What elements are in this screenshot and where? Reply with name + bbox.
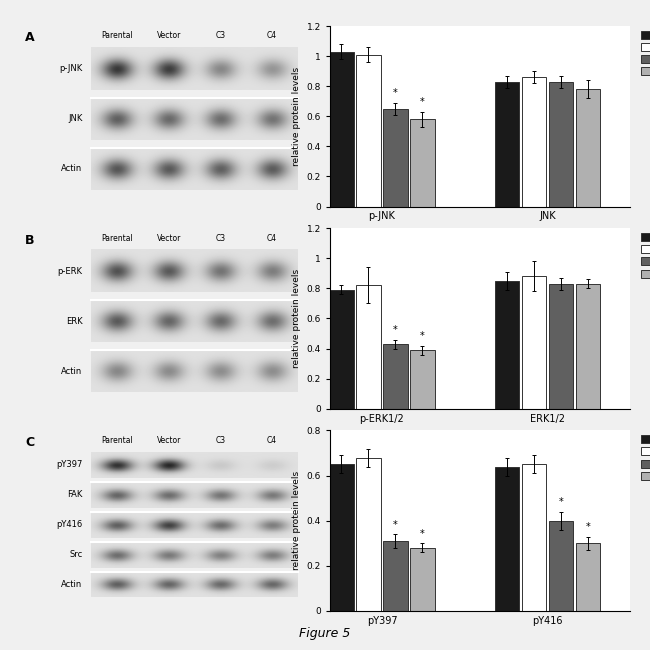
Text: Vector: Vector bbox=[157, 31, 181, 40]
Text: pY397: pY397 bbox=[57, 460, 83, 469]
Bar bbox=[330, 290, 354, 409]
Text: p-ERK: p-ERK bbox=[58, 266, 83, 276]
Text: A: A bbox=[25, 31, 35, 44]
Legend: Parental, Vector, C3, C4: Parental, Vector, C3, C4 bbox=[641, 233, 650, 279]
Bar bbox=[522, 276, 546, 409]
Legend: Parental, Vector, C3, C4: Parental, Vector, C3, C4 bbox=[641, 31, 650, 77]
Text: Parental: Parental bbox=[101, 31, 133, 40]
Text: Vector: Vector bbox=[157, 233, 181, 242]
Text: C3: C3 bbox=[215, 233, 226, 242]
Bar bbox=[410, 548, 435, 611]
Bar bbox=[522, 77, 546, 207]
Text: Figure 5: Figure 5 bbox=[299, 627, 351, 640]
Bar bbox=[410, 120, 435, 207]
Bar bbox=[576, 543, 600, 611]
Bar bbox=[576, 284, 600, 409]
Text: JNK: JNK bbox=[68, 114, 83, 124]
Text: B: B bbox=[25, 233, 34, 246]
Bar bbox=[549, 284, 573, 409]
Y-axis label: relative protein levels: relative protein levels bbox=[292, 269, 301, 368]
Bar bbox=[356, 458, 381, 611]
Bar bbox=[410, 350, 435, 409]
Text: Parental: Parental bbox=[101, 436, 133, 445]
Text: *: * bbox=[420, 98, 425, 107]
Bar bbox=[495, 82, 519, 207]
Bar bbox=[330, 51, 354, 207]
Text: Parental: Parental bbox=[101, 233, 133, 242]
Text: C4: C4 bbox=[267, 31, 277, 40]
Y-axis label: relative protein levels: relative protein levels bbox=[292, 67, 301, 166]
Text: C3: C3 bbox=[215, 436, 226, 445]
Text: *: * bbox=[393, 325, 398, 335]
Text: pY416: pY416 bbox=[57, 520, 83, 529]
Text: *: * bbox=[586, 522, 590, 532]
Bar bbox=[384, 541, 408, 611]
Text: Vector: Vector bbox=[157, 436, 181, 445]
Text: Actin: Actin bbox=[61, 580, 83, 590]
Text: *: * bbox=[393, 520, 398, 530]
Text: *: * bbox=[393, 88, 398, 98]
Bar bbox=[549, 82, 573, 207]
Bar bbox=[576, 89, 600, 207]
Bar bbox=[330, 464, 354, 611]
Legend: Parental, Vector, C3, C4: Parental, Vector, C3, C4 bbox=[641, 435, 650, 481]
Text: C4: C4 bbox=[267, 436, 277, 445]
Text: ERK: ERK bbox=[66, 317, 83, 326]
Text: p-JNK: p-JNK bbox=[59, 64, 83, 73]
Bar bbox=[549, 521, 573, 611]
Bar bbox=[384, 109, 408, 207]
Text: *: * bbox=[420, 331, 425, 341]
Bar bbox=[384, 344, 408, 409]
Text: Src: Src bbox=[70, 551, 83, 559]
Text: Actin: Actin bbox=[61, 164, 83, 174]
Text: C3: C3 bbox=[215, 31, 226, 40]
Bar bbox=[495, 281, 519, 409]
Text: C: C bbox=[25, 436, 34, 449]
Y-axis label: relative protein levels: relative protein levels bbox=[292, 471, 301, 570]
Text: FAK: FAK bbox=[67, 490, 83, 499]
Bar bbox=[522, 464, 546, 611]
Text: Actin: Actin bbox=[61, 367, 83, 376]
Text: *: * bbox=[420, 529, 425, 539]
Text: C4: C4 bbox=[267, 233, 277, 242]
Bar bbox=[356, 55, 381, 207]
Bar bbox=[495, 467, 519, 611]
Text: *: * bbox=[559, 497, 564, 507]
Bar bbox=[356, 285, 381, 409]
